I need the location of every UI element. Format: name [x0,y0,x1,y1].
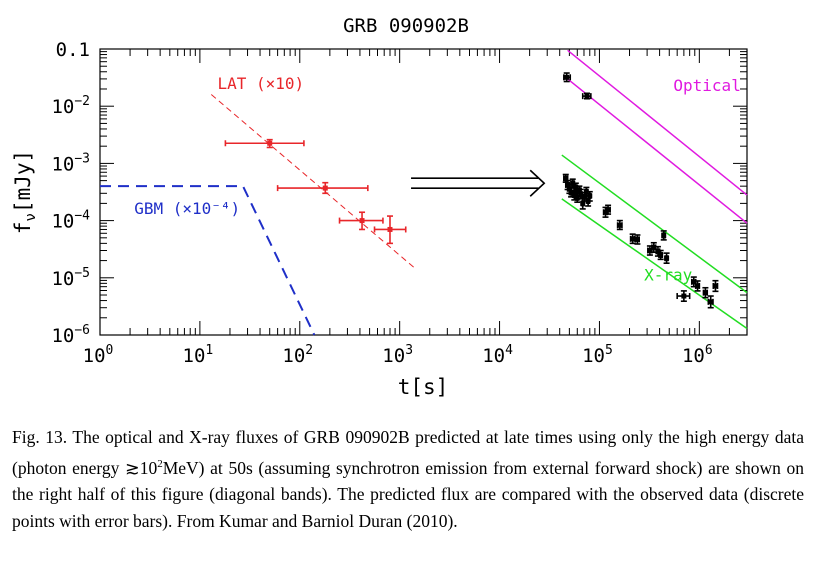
marker [664,255,670,261]
marker [702,290,708,296]
x-ray-data-point [676,290,691,302]
marker [617,222,623,228]
marker [582,194,588,200]
marker [568,189,574,195]
x-tick-label: 104 [482,343,513,367]
x-ray-data-point [646,245,653,256]
chart-title: GRB 090902B [343,15,469,37]
caption-energy-exponent: 2 [157,457,163,470]
marker [322,185,328,191]
marker [387,226,393,232]
marker [630,236,636,242]
x-tick-label: 102 [282,343,313,367]
x-ray-data-point [586,190,593,202]
optical-band-line [567,78,748,224]
lat-10-point [373,215,407,245]
optical-data-point [563,72,572,83]
marker [634,236,640,242]
marker [647,248,653,254]
caption-symbol: ≳ [125,457,140,478]
marker [661,232,667,238]
x-tick-label: 100 [83,343,114,367]
x-ray-data-point [694,280,701,292]
x-axis-label: t[s] [398,375,449,399]
x-ray-data-point [712,279,719,293]
lat-fit-line [210,94,415,269]
y-axis-label: fν[mJy] [11,150,39,234]
marker [578,191,584,197]
optical-band-line [567,49,748,196]
x-ray-data-point [634,234,641,245]
y-tick-label: 10−6 [51,323,90,347]
lat-10-label: LAT (×10) [217,74,304,93]
x-ray-band-line [561,154,748,294]
x-tick-label: 106 [682,343,713,367]
marker [570,180,576,186]
marker [564,74,570,80]
marker [691,279,697,285]
x-ray-data-point [657,249,664,261]
x-ray-data-point [702,286,709,299]
optical-data-point [581,92,592,100]
marker [712,283,718,289]
marker [580,200,586,206]
marker [583,189,589,195]
chart: GRB 090902B 100 101 102 103 104 105 106 10−6 10−… [11,15,748,399]
x-tick-label: 103 [382,343,413,367]
lat-10-point [338,211,384,231]
x-tick-label: 101 [183,343,214,367]
x-ray-data-point [660,230,667,241]
y-tick-label: 10−4 [51,209,90,233]
marker [658,252,664,258]
marker [584,93,590,99]
y-tick-label: 10−3 [51,151,90,175]
gbm-10-line [100,185,316,336]
arrow-head [529,169,546,197]
caption-energy: 10 [139,457,158,478]
figure-caption: Fig. 13. The optical and X-ray fluxes of… [12,424,804,534]
y-tick-label: 10−2 [51,94,90,118]
x-ray-label: X-ray [644,265,693,284]
marker [573,184,579,190]
x-tick-label: 105 [582,343,613,367]
x-ray-data-point [663,252,670,264]
axis-ticks: 100 101 102 103 104 105 106 10−6 10−5 10−4 10−3 10−… [51,39,748,367]
plot-area: LAT (×10) GBM (×10⁻⁴) Optical X-ray [100,49,748,336]
lat-10-point [224,138,305,149]
marker [574,195,580,201]
gbm-10-label: GBM (×10⁻⁴) [134,199,240,218]
marker [267,140,273,146]
x-ray-data-point [616,219,623,231]
double-arrow [411,169,546,197]
marker [655,248,661,254]
y-tick-label: 10−5 [51,266,90,290]
caption-part1: Fig. 13. The optical and X-ray fluxes of… [12,427,804,478]
lat-10-point [276,181,369,195]
plot-frame [99,48,748,336]
x-ray-data-point [605,204,612,215]
marker [359,218,365,224]
marker [605,207,611,213]
y-tick-label: 0.1 [56,39,90,61]
marker [708,299,714,305]
marker [587,193,593,199]
optical-label: Optical [673,76,740,95]
marker [571,192,577,198]
x-ray-band-line [561,198,748,330]
marker [695,283,701,289]
marker [681,293,687,299]
marker [563,175,569,181]
x-ray-data-point [707,295,714,309]
marker [651,244,657,250]
caption-part2: MeV) at 50s (assuming synchrotron emissi… [12,457,804,531]
